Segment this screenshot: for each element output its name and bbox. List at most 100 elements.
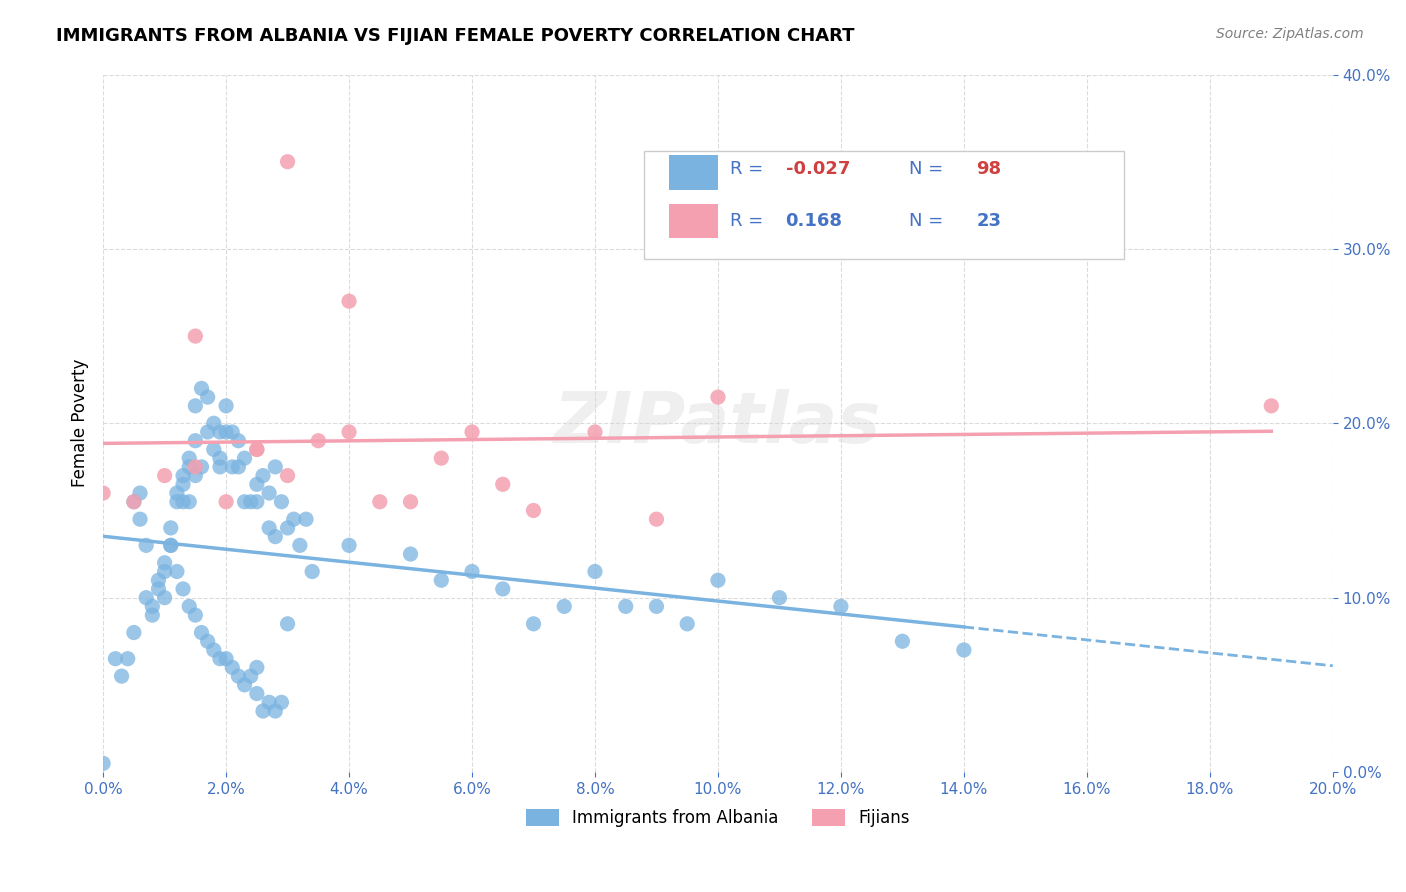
Fijians (277, 154, 299, 169)
Immigrants from Albania (492, 582, 515, 596)
Fijians (430, 451, 453, 466)
Immigrants from Albania (264, 530, 287, 544)
Immigrants from Albania (179, 495, 201, 509)
Immigrants from Albania (246, 660, 269, 674)
Immigrants from Albania (277, 616, 299, 631)
Bar (669, 203, 718, 238)
Immigrants from Albania (953, 643, 976, 657)
Immigrants from Albania (215, 399, 238, 413)
Immigrants from Albania (141, 599, 163, 614)
Immigrants from Albania (104, 651, 127, 665)
Immigrants from Albania (179, 451, 201, 466)
Immigrants from Albania (166, 495, 188, 509)
Immigrants from Albania (208, 459, 231, 474)
Immigrants from Albania (233, 451, 256, 466)
Immigrants from Albania (190, 459, 212, 474)
Immigrants from Albania (676, 616, 699, 631)
Immigrants from Albania (172, 477, 194, 491)
Immigrants from Albania (215, 425, 238, 439)
Fijians (522, 503, 544, 517)
Immigrants from Albania (148, 582, 170, 596)
Immigrants from Albania (277, 521, 299, 535)
Text: ZIPatlas: ZIPatlas (554, 389, 882, 458)
Immigrants from Albania (430, 573, 453, 587)
Immigrants from Albania (135, 538, 157, 552)
Immigrants from Albania (129, 486, 152, 500)
Immigrants from Albania (172, 495, 194, 509)
Fijians (337, 425, 360, 439)
Text: -0.027: -0.027 (786, 160, 851, 178)
Immigrants from Albania (239, 669, 262, 683)
Immigrants from Albania (461, 565, 484, 579)
Immigrants from Albania (270, 695, 292, 709)
Text: R =: R = (730, 212, 769, 230)
Text: N =: N = (908, 212, 949, 230)
Immigrants from Albania (257, 695, 280, 709)
Fijians (184, 459, 207, 474)
Immigrants from Albania (122, 495, 145, 509)
Immigrants from Albania (614, 599, 637, 614)
Immigrants from Albania (179, 459, 201, 474)
Immigrants from Albania (283, 512, 305, 526)
Fijians (583, 425, 606, 439)
Immigrants from Albania (337, 538, 360, 552)
Immigrants from Albania (184, 608, 207, 623)
Immigrants from Albania (197, 425, 219, 439)
Immigrants from Albania (153, 591, 176, 605)
Fijians (337, 294, 360, 309)
Legend: Immigrants from Albania, Fijians: Immigrants from Albania, Fijians (519, 802, 917, 833)
Text: R =: R = (730, 160, 769, 178)
Immigrants from Albania (153, 556, 176, 570)
Immigrants from Albania (246, 687, 269, 701)
Immigrants from Albania (288, 538, 311, 552)
Fijians (492, 477, 515, 491)
Immigrants from Albania (208, 425, 231, 439)
Immigrants from Albania (122, 625, 145, 640)
Immigrants from Albania (252, 704, 274, 718)
Immigrants from Albania (233, 495, 256, 509)
Immigrants from Albania (239, 495, 262, 509)
Immigrants from Albania (166, 486, 188, 500)
Fijians (461, 425, 484, 439)
Fijians (399, 495, 422, 509)
Immigrants from Albania (153, 565, 176, 579)
Immigrants from Albania (148, 573, 170, 587)
Text: 0.168: 0.168 (786, 212, 842, 230)
Immigrants from Albania (553, 599, 575, 614)
Fijians (307, 434, 329, 448)
Immigrants from Albania (190, 381, 212, 395)
Immigrants from Albania (208, 651, 231, 665)
Immigrants from Albania (583, 565, 606, 579)
Immigrants from Albania (228, 459, 250, 474)
Immigrants from Albania (208, 451, 231, 466)
Immigrants from Albania (135, 591, 157, 605)
Immigrants from Albania (184, 399, 207, 413)
Fijians (215, 495, 238, 509)
Y-axis label: Female Poverty: Female Poverty (72, 359, 89, 487)
Immigrants from Albania (301, 565, 323, 579)
Text: N =: N = (908, 160, 949, 178)
Immigrants from Albania (110, 669, 132, 683)
Immigrants from Albania (257, 521, 280, 535)
Immigrants from Albania (252, 468, 274, 483)
Immigrants from Albania (91, 756, 114, 771)
Immigrants from Albania (202, 442, 225, 457)
Fijians (645, 512, 668, 526)
Immigrants from Albania (830, 599, 852, 614)
Immigrants from Albania (707, 573, 730, 587)
Immigrants from Albania (246, 495, 269, 509)
Fijians (246, 442, 269, 457)
Immigrants from Albania (891, 634, 914, 648)
Immigrants from Albania (399, 547, 422, 561)
Immigrants from Albania (221, 425, 243, 439)
Immigrants from Albania (141, 608, 163, 623)
Immigrants from Albania (221, 660, 243, 674)
Fijians (277, 468, 299, 483)
Immigrants from Albania (202, 643, 225, 657)
Immigrants from Albania (645, 599, 668, 614)
Immigrants from Albania (184, 434, 207, 448)
Immigrants from Albania (246, 477, 269, 491)
Immigrants from Albania (159, 521, 181, 535)
Immigrants from Albania (172, 582, 194, 596)
Immigrants from Albania (166, 565, 188, 579)
